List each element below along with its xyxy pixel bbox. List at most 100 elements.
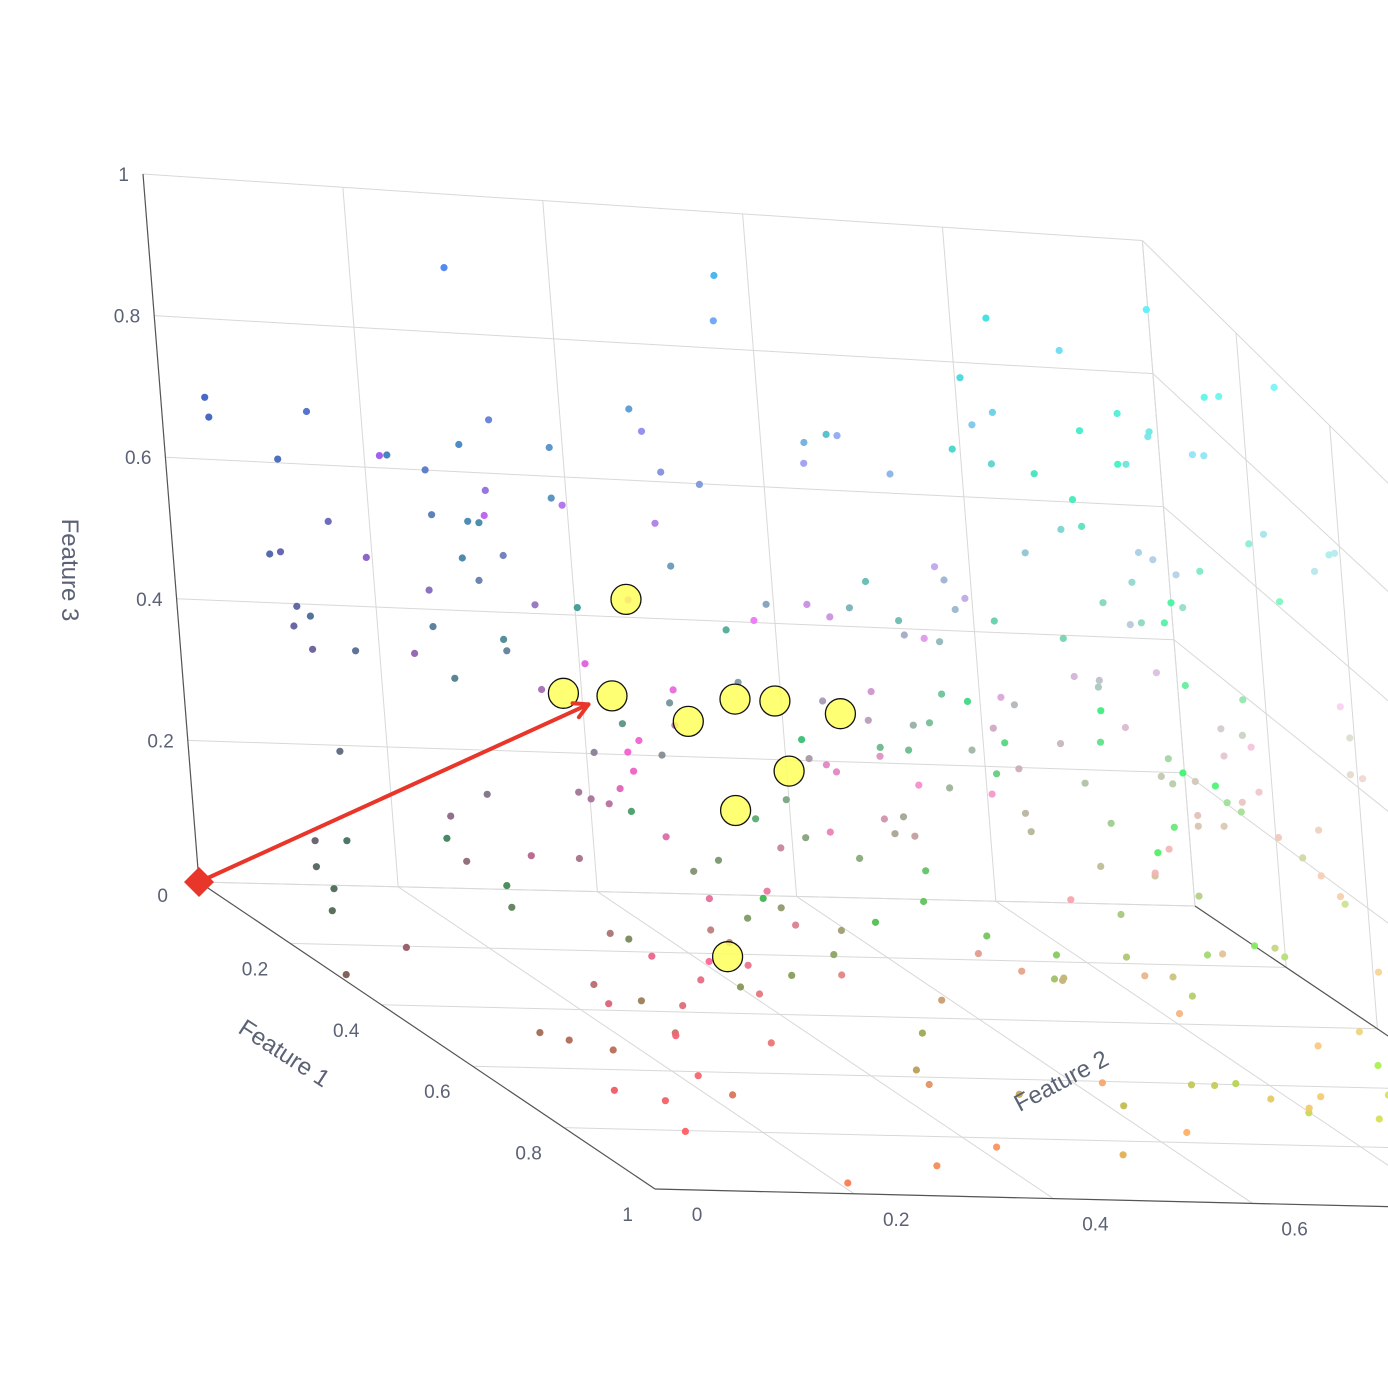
data-point [1384, 1091, 1388, 1099]
data-point [697, 976, 705, 984]
data-point [1170, 823, 1178, 831]
data-point [1094, 683, 1102, 691]
data-point [558, 501, 566, 509]
data-point [1117, 910, 1125, 919]
data-point [447, 812, 455, 820]
data-point [876, 743, 884, 752]
data-point [610, 1086, 619, 1094]
data-point [1336, 893, 1345, 901]
data-point [752, 815, 760, 823]
data-point [276, 548, 285, 556]
data-point [705, 895, 714, 903]
data-point [912, 1066, 921, 1074]
data-point [383, 451, 391, 459]
data-point [805, 755, 813, 763]
data-point [1191, 777, 1199, 786]
data-point [864, 716, 872, 724]
data-point [1057, 525, 1065, 534]
data-point [547, 494, 555, 502]
data-point [1270, 383, 1278, 391]
data-point [565, 1036, 573, 1044]
data-point [536, 1029, 544, 1037]
data-point [616, 785, 624, 793]
wall-xz-gridline [1142, 240, 1388, 484]
data-point [826, 828, 834, 836]
data-point [575, 788, 583, 796]
data-point [722, 626, 730, 634]
floor-gridline [290, 942, 1287, 968]
data-point [1055, 346, 1063, 355]
feature-1-tick-label: 0.2 [242, 959, 268, 980]
data-point [938, 996, 946, 1004]
floor-gridline [654, 1188, 1388, 1208]
wall-yz-gridline [198, 881, 1196, 907]
data-point [402, 943, 410, 952]
data-point [1010, 701, 1019, 709]
data-point [538, 685, 546, 694]
data-point [1120, 1102, 1128, 1110]
data-point [891, 830, 899, 838]
data-point [930, 563, 939, 571]
wall-yz-gridline [142, 173, 1143, 241]
data-point [1336, 703, 1344, 711]
data-point [1359, 775, 1367, 783]
data-point [830, 951, 838, 959]
feature-3-tick-label: 0 [157, 886, 168, 907]
data-point [767, 1039, 775, 1047]
data-point [802, 834, 810, 842]
data-point [782, 796, 790, 804]
data-point [792, 921, 800, 929]
data-point [1271, 944, 1279, 952]
data-point [573, 604, 581, 612]
data-point [605, 1000, 613, 1008]
data-point [503, 647, 511, 655]
feature-1-axis-title: Feature 1 [234, 1014, 335, 1093]
data-point [819, 697, 827, 705]
data-point [429, 623, 437, 631]
data-point [312, 863, 320, 871]
points-layer [201, 264, 1388, 1187]
wall-yz-gridline [187, 739, 1185, 774]
data-point [915, 781, 923, 789]
data-point [455, 440, 463, 449]
data-point [1211, 1081, 1219, 1090]
data-point [1095, 676, 1103, 685]
data-point [1128, 578, 1136, 586]
data-point [1238, 798, 1246, 806]
data-point [1203, 951, 1212, 959]
data-point [500, 635, 508, 644]
data-point [328, 907, 336, 915]
data-point [306, 612, 314, 620]
data-point [1310, 567, 1319, 576]
data-point [968, 421, 976, 429]
data-point [1059, 634, 1067, 643]
data-point [662, 833, 670, 841]
data-point [925, 1080, 933, 1089]
data-point [695, 480, 704, 488]
data-point [1126, 621, 1134, 629]
data-point [1056, 740, 1065, 748]
data-point [625, 935, 633, 943]
data-point [463, 857, 471, 865]
data-point [1160, 619, 1168, 627]
floor-gridline [397, 886, 855, 1195]
data-point [871, 918, 880, 926]
data-point [1142, 306, 1150, 314]
data-point [1220, 752, 1228, 760]
data-point [290, 622, 298, 630]
data-point [1346, 771, 1354, 779]
data-point [987, 460, 996, 468]
data-point [618, 720, 627, 728]
highlighted-neighbor-point [719, 683, 751, 715]
data-point [1018, 967, 1026, 975]
data-point [1220, 822, 1228, 830]
data-point [822, 761, 831, 769]
feature-1-tick-label: 1 [622, 1205, 633, 1226]
data-point [1196, 567, 1204, 575]
data-point [714, 856, 723, 864]
data-point [936, 638, 944, 646]
data-point [1050, 975, 1059, 983]
data-point [1154, 849, 1162, 857]
data-point [1067, 896, 1075, 904]
feature-2-tick-label: 0.2 [883, 1210, 909, 1231]
